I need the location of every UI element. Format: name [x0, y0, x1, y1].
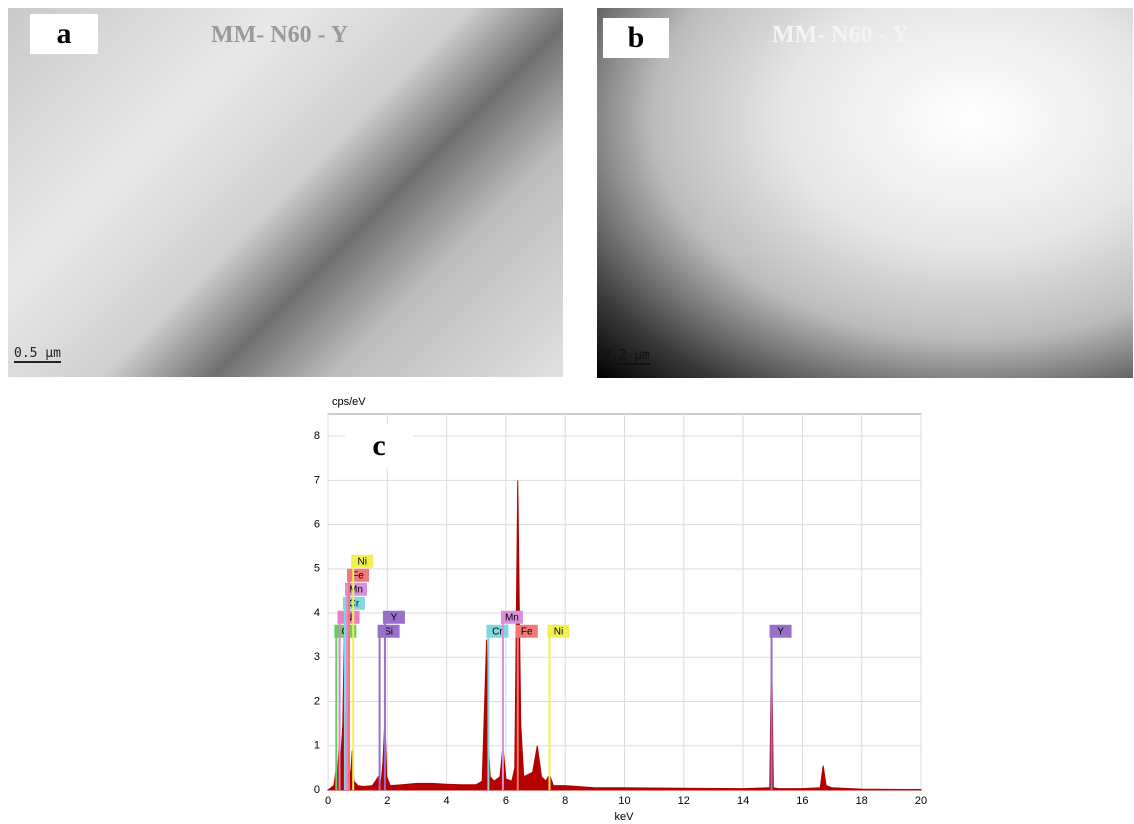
image-title: MM- N60 - Y [772, 22, 910, 48]
y-tick-label: 8 [314, 430, 320, 442]
x-tick-label: 10 [618, 795, 630, 807]
scale-bar: 0.2 µm [603, 348, 650, 365]
x-axis-label: keV [615, 811, 635, 823]
element-label-box [515, 624, 538, 638]
x-tick-label: 0 [325, 795, 331, 807]
y-tick-label: 6 [314, 518, 320, 530]
element-label: Y [777, 626, 784, 637]
element-label-box [547, 624, 570, 638]
x-tick-label: 8 [562, 795, 568, 807]
y-tick-label: 3 [314, 651, 320, 663]
y-tick-label: 0 [314, 784, 320, 796]
x-tick-label: 6 [503, 795, 509, 807]
element-label: Fe [521, 626, 533, 637]
x-tick-label: 12 [678, 795, 690, 807]
micrograph-b: b MM- N60 - Y 0.2 µm [597, 8, 1133, 378]
panel-label: a [30, 14, 98, 54]
element-label-box [351, 554, 374, 568]
element-label: Ni [357, 556, 366, 567]
x-tick-label: 14 [737, 795, 749, 807]
eds-spectrum: cps/eV keV 02468101214161820012345678cCN… [314, 396, 927, 823]
x-tick-label: 2 [384, 795, 390, 807]
element-label: Cr [349, 598, 360, 609]
y-tick-label: 2 [314, 695, 320, 707]
y-axis-label: cps/eV [332, 396, 366, 408]
panel-label-box [345, 424, 413, 468]
x-tick-label: 20 [915, 795, 927, 807]
x-tick-label: 18 [856, 795, 868, 807]
element-label-box [769, 624, 792, 638]
x-tick-label: 16 [796, 795, 808, 807]
element-label: Y [391, 612, 398, 623]
element-label: Si [384, 626, 393, 637]
element-label: Fe [352, 570, 364, 581]
element-label: Cr [492, 626, 503, 637]
image-title: MM- N60 - Y [211, 22, 349, 48]
element-label-box [377, 624, 400, 638]
element-label-box [344, 582, 367, 596]
micrograph-a: a MM- N60 - Y 0.5 µm [8, 8, 563, 377]
y-tick-label: 7 [314, 474, 320, 486]
panel-label: c [372, 429, 385, 462]
element-label-box [382, 610, 405, 624]
y-tick-label: 4 [314, 607, 320, 619]
y-tick-label: 1 [314, 740, 320, 752]
element-label: Mn [349, 584, 363, 595]
element-label-box [500, 610, 523, 624]
element-label: Ni [554, 626, 563, 637]
panel-label: b [603, 18, 669, 58]
scale-bar: 0.5 µm [14, 346, 61, 363]
x-tick-label: 4 [444, 795, 450, 807]
element-label: Mn [505, 612, 519, 623]
y-tick-label: 5 [314, 563, 320, 575]
